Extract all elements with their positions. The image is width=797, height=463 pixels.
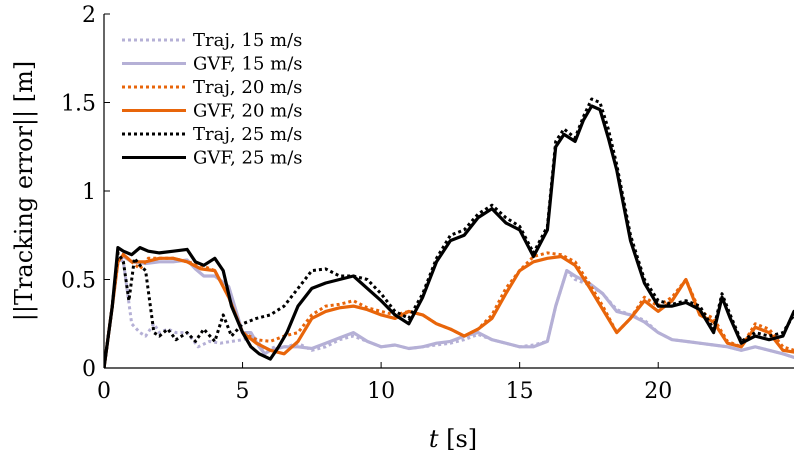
plot-area — [104, 97, 794, 368]
x-tick-label: 5 — [236, 379, 250, 404]
x-axis-label: t [s] — [429, 425, 477, 453]
x-tick-label: 10 — [367, 379, 395, 404]
legend-label: Traj, 15 m/s — [193, 30, 302, 51]
legend-label: Traj, 20 m/s — [193, 77, 302, 98]
legend-label: Traj, 25 m/s — [193, 124, 302, 145]
series-line-6 — [104, 104, 794, 368]
legend-label: GVF, 15 m/s — [193, 54, 303, 75]
y-tick-label: 2 — [82, 3, 96, 28]
series-line-2 — [104, 254, 794, 368]
series-line-4 — [104, 253, 794, 368]
y-tick-label: 1 — [82, 180, 96, 205]
axes: 0 5 10 15 20 0 0.5 1 1.5 2 t [s] ||Tracking error||… — [10, 3, 794, 453]
series-line-5 — [104, 97, 794, 368]
y-tick-label: 1.5 — [61, 92, 96, 117]
legend-label: GVF, 25 m/s — [193, 148, 303, 169]
y-tick-label: 0 — [82, 357, 96, 382]
x-tick-label: 20 — [644, 379, 672, 404]
y-axis-label: ||Tracking error|| [m] — [10, 61, 39, 321]
x-tick-label: 0 — [97, 379, 111, 404]
legend-label: GVF, 20 m/s — [193, 101, 303, 122]
x-tick-label: 15 — [506, 379, 534, 404]
y-tick-label: 0.5 — [61, 269, 96, 294]
